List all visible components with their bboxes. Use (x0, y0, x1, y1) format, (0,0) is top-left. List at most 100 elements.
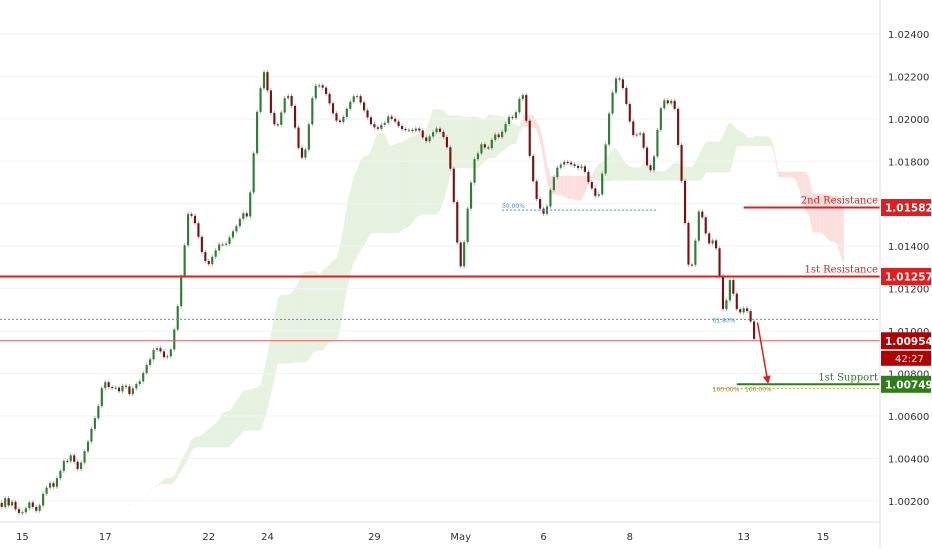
candle-body (577, 166, 579, 168)
cloud-segment (754, 136, 757, 146)
candle-body (739, 309, 741, 312)
candle-body (149, 359, 151, 365)
price-tick-label: 1.00400 (888, 454, 929, 465)
candle-body (484, 144, 486, 147)
candle-body (380, 125, 382, 129)
candle-body (494, 135, 496, 140)
candle-body (567, 162, 569, 163)
candle-body (156, 348, 158, 350)
candle-body (643, 133, 645, 147)
time-tick-label: May (450, 532, 471, 543)
candle-body (118, 388, 120, 392)
cloud-segment (254, 387, 257, 430)
cloud-segment (764, 136, 767, 146)
candle-body (660, 108, 662, 130)
candle-body (218, 244, 220, 250)
cloud-segment (485, 115, 488, 161)
candle-body (222, 244, 224, 245)
cloud-segment (416, 133, 419, 218)
candle-body (56, 478, 58, 486)
candle-body (674, 101, 676, 109)
candle-body (270, 90, 272, 112)
candle-body (139, 381, 141, 384)
cloud-segment (443, 110, 446, 201)
cloud-segment (806, 172, 809, 216)
candle-body (304, 150, 306, 158)
candle-body (580, 166, 582, 167)
candle-body (601, 174, 603, 195)
cloud-segment (685, 167, 688, 181)
candle-body (470, 183, 472, 209)
candle-body (732, 280, 734, 294)
cloud-segment (381, 133, 384, 233)
cloud-segment (616, 148, 619, 180)
candle-body (284, 98, 286, 112)
candle-body (215, 250, 217, 256)
cloud-segment (209, 426, 212, 448)
cloud-segment (292, 288, 295, 363)
candle-body (750, 311, 752, 321)
cloud-segment (385, 134, 388, 233)
candle-body (605, 145, 607, 174)
cloud-segment (392, 144, 395, 233)
candle-body (146, 365, 148, 373)
candle-body (94, 418, 96, 429)
cloud-segment (405, 138, 408, 228)
cloud-segment (626, 164, 629, 181)
cloud-segment (840, 200, 843, 265)
candle-body (173, 330, 175, 350)
cloud-segment (167, 478, 170, 485)
cloud-segment (757, 136, 760, 146)
cloud-segment (571, 176, 574, 200)
candle-body (404, 129, 406, 130)
candle-body (104, 382, 106, 388)
cloud-segment (212, 423, 215, 447)
cloud-segment (378, 133, 381, 233)
candle-body (32, 502, 34, 506)
cloud-segment (726, 122, 729, 172)
candle-body (422, 131, 424, 138)
cloud-segment (747, 137, 750, 146)
candle-body (315, 86, 317, 99)
candle-body (691, 265, 693, 266)
candle-body (715, 240, 717, 248)
cloud-segment (664, 169, 667, 180)
cloud-segment (285, 295, 288, 364)
candle-body (473, 159, 475, 183)
candle-body (297, 128, 299, 148)
candle-body (504, 124, 506, 132)
candle-body (115, 388, 117, 389)
candle-body (256, 112, 258, 153)
candle-body (180, 276, 182, 306)
candle-body (718, 248, 720, 276)
countdown-text: 42:27 (895, 354, 924, 365)
candle-body (722, 276, 724, 309)
cloud-segment (295, 282, 298, 362)
cloud-segment (243, 390, 246, 432)
price-tick-label: 1.01800 (888, 157, 929, 168)
cloud-segment (737, 130, 740, 147)
candle-body (197, 223, 199, 237)
candle-body (511, 117, 513, 118)
candle-body (87, 442, 89, 452)
candle-body (52, 483, 54, 487)
candle-body (705, 217, 707, 233)
cloud-segment (247, 390, 250, 431)
candle-body (442, 132, 444, 137)
cloud-segment (651, 170, 654, 181)
candle-body (366, 110, 368, 117)
candle-body (636, 135, 638, 136)
cloud-segment (333, 259, 336, 342)
candle-body (163, 351, 165, 357)
candle-body (687, 223, 689, 265)
candle-body (18, 509, 20, 513)
time-tick-label: 22 (202, 532, 215, 543)
candle-body (408, 130, 410, 131)
candle-body (28, 502, 30, 508)
candle-body (663, 100, 665, 108)
cloud-segment (216, 419, 219, 448)
candle-body (318, 85, 320, 86)
